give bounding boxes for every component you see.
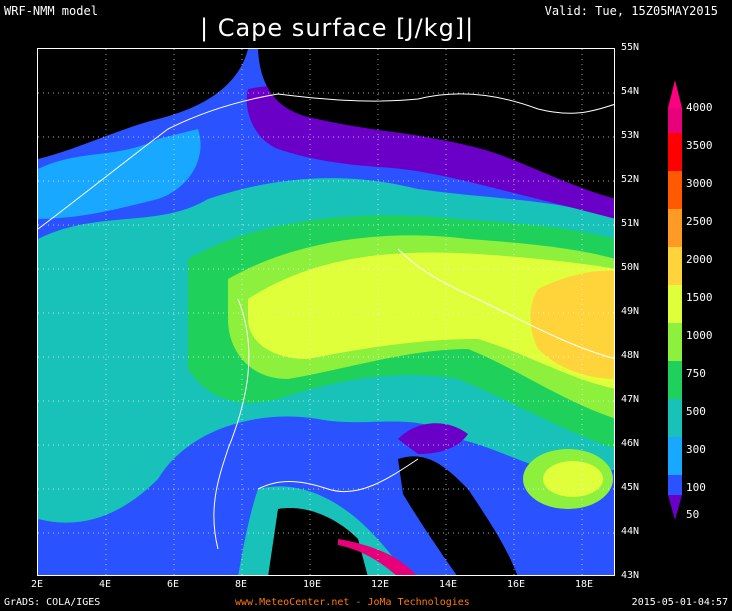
footer-timestamp: 2015-05-01-04:57	[631, 597, 728, 608]
lat-label-54n: 54N	[621, 86, 640, 97]
lat-label-52n: 52N	[621, 174, 640, 185]
legend-label-300: 300	[686, 443, 706, 456]
lat-label-44n: 44N	[621, 526, 640, 537]
lon-label-14e: 14E	[439, 579, 458, 590]
legend-swatch-7	[668, 361, 682, 399]
legend-swatch-2	[668, 171, 682, 209]
lon-label-12e: 12E	[371, 579, 390, 590]
legend-label-500: 500	[686, 405, 706, 418]
legend-label-750: 750	[686, 367, 706, 380]
legend-swatch-6	[668, 323, 682, 361]
model-label: WRF-NMM model	[4, 4, 98, 18]
legend-label-3000: 3000	[686, 177, 713, 190]
footer-website[interactable]: www.MeteoCenter.net - JoMa Technologies	[235, 597, 470, 608]
legend-swatch-5	[668, 285, 682, 323]
legend-swatch-1	[668, 133, 682, 171]
legend-label-3500: 3500	[686, 139, 713, 152]
cape-field	[38, 49, 614, 575]
legend-label-50: 50	[686, 508, 700, 521]
lat-label-49n: 49N	[621, 306, 640, 317]
lat-label-55n: 55N	[621, 42, 640, 53]
footer-credit-grads: GrADS: COLA/IGES	[4, 597, 101, 608]
legend-swatch-8	[668, 399, 682, 437]
lat-label-45n: 45N	[621, 482, 640, 493]
legend-swatch-4	[668, 247, 682, 285]
lon-label-10e: 10E	[303, 579, 322, 590]
legend-label-2500: 2500	[686, 215, 713, 228]
legend-label-1000: 1000	[686, 329, 713, 342]
legend-bottom-arrow	[668, 495, 682, 520]
lon-label-2e: 2E	[31, 579, 44, 590]
lat-label-53n: 53N	[621, 130, 640, 141]
lat-label-46n: 46N	[621, 438, 640, 449]
lon-label-6e: 6E	[167, 579, 180, 590]
lon-label-8e: 8E	[235, 579, 248, 590]
lon-label-18e: 18E	[575, 579, 594, 590]
map-title: | Cape surface [J/kg]|	[200, 14, 475, 42]
lat-label-51n: 51N	[621, 218, 640, 229]
legend-label-100: 100	[686, 481, 706, 494]
legend-swatch-10	[668, 475, 682, 495]
cape-map	[37, 48, 615, 576]
legend-label-1500: 1500	[686, 291, 713, 304]
lat-label-43n: 43N	[621, 570, 640, 581]
legend-label-4000: 4000	[686, 101, 713, 114]
lon-label-4e: 4E	[99, 579, 112, 590]
lat-label-47n: 47N	[621, 394, 640, 405]
lat-label-50n: 50N	[621, 262, 640, 273]
legend-top-arrow	[668, 80, 682, 108]
valid-time: Valid: Tue, 15Z05MAY2015	[544, 4, 718, 18]
legend-swatch-3	[668, 209, 682, 247]
lon-label-16e: 16E	[507, 579, 526, 590]
legend-swatch-9	[668, 437, 682, 475]
legend-swatch-0	[668, 108, 682, 133]
legend-label-2000: 2000	[686, 253, 713, 266]
lat-label-48n: 48N	[621, 350, 640, 361]
